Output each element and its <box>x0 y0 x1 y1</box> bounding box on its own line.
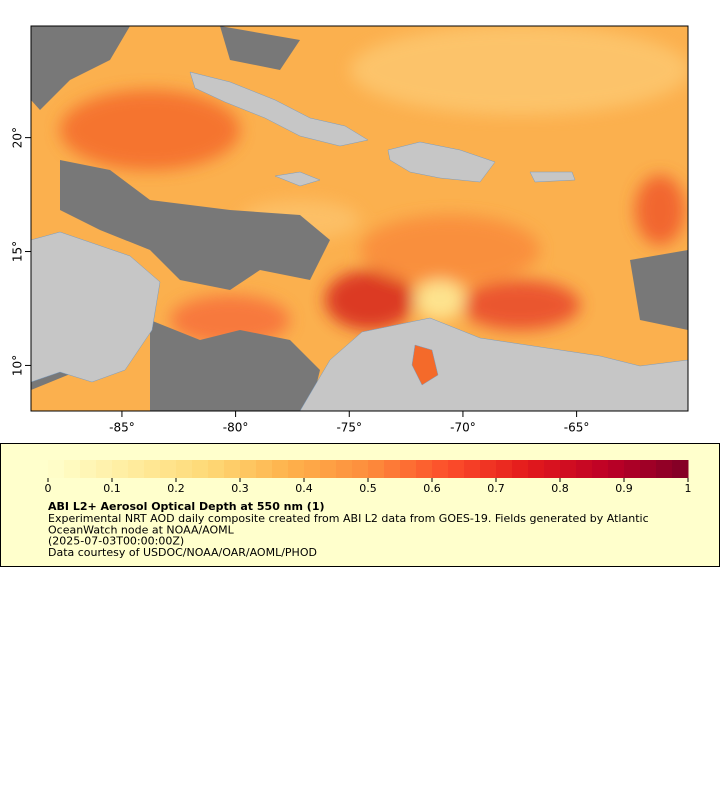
colorbar-swatch <box>80 460 97 478</box>
colorbar-tick-label: 0.9 <box>615 482 633 495</box>
colorbar-swatch <box>544 460 561 478</box>
colorbar-swatch <box>352 460 369 478</box>
colorbar-swatch <box>224 460 241 478</box>
colorbar-swatch <box>464 460 481 478</box>
colorbar-tick-label: 0.7 <box>487 482 505 495</box>
colorbar-swatch <box>128 460 145 478</box>
colorbar-swatch <box>496 460 513 478</box>
map-frame <box>30 25 689 412</box>
colorbar-swatch <box>320 460 337 478</box>
colorbar-swatch <box>240 460 257 478</box>
colorbar-swatch <box>112 460 129 478</box>
y-tick-label: 15° <box>11 241 25 262</box>
colorbar-swatch <box>608 460 625 478</box>
x-tick-label: -65° <box>564 421 590 435</box>
colorbar-swatch <box>336 460 353 478</box>
colorbar-swatch <box>448 460 465 478</box>
colorbar-swatch <box>48 460 65 478</box>
colorbar-tick-label: 0 <box>45 482 52 495</box>
description: Experimental NRT AOD daily composite cre… <box>48 512 649 559</box>
colorbar-swatch <box>528 460 545 478</box>
description-line: OceanWatch node at NOAA/AOML <box>48 523 235 536</box>
x-tick-label: -70° <box>450 421 476 435</box>
colorbar-tick-label: 0.2 <box>167 482 185 495</box>
colorbar-swatch <box>272 460 289 478</box>
colorbar-swatch <box>368 460 385 478</box>
colorbar-swatch <box>256 460 273 478</box>
colorbar-swatch <box>160 460 177 478</box>
colorbar-swatch <box>432 460 449 478</box>
colorbar-swatch <box>480 460 497 478</box>
colorbar-swatch <box>512 460 529 478</box>
description-line: (2025-07-03T00:00:00Z) <box>48 535 184 548</box>
x-tick-label: -80° <box>223 421 249 435</box>
colorbar-swatch <box>672 460 689 478</box>
colorbar: 0 0.1 0.2 0.3 0.4 0.5 0.6 0.7 0.8 0.9 1 <box>45 460 692 495</box>
colorbar-swatch <box>192 460 209 478</box>
description-line: Experimental NRT AOD daily composite cre… <box>48 512 649 525</box>
colorbar-swatch <box>624 460 641 478</box>
axes: -85° -80° -75° -70° -65° 10° 15° 20° <box>11 127 590 435</box>
colorbar-swatch <box>656 460 673 478</box>
colorbar-swatch <box>96 460 113 478</box>
colorbar-swatch <box>304 460 321 478</box>
colorbar-tick-label: 0.3 <box>231 482 249 495</box>
description-line: Data courtesy of USDOC/NOAA/OAR/AOML/PHO… <box>48 546 317 559</box>
colorbar-swatch <box>176 460 193 478</box>
colorbar-swatch <box>592 460 609 478</box>
colorbar-swatch <box>400 460 417 478</box>
colorbar-tick-label: 0.5 <box>359 482 377 495</box>
map-image <box>31 26 688 411</box>
colorbar-tick-label: 1 <box>685 482 692 495</box>
colorbar-tick-label: 0.8 <box>551 482 569 495</box>
y-tick-label: 20° <box>11 127 25 148</box>
colorbar-swatch <box>560 460 577 478</box>
colorbar-swatch <box>576 460 593 478</box>
colorbar-swatch <box>288 460 305 478</box>
colorbar-tick-label: 0.4 <box>295 482 313 495</box>
colorbar-tick-label: 0.1 <box>103 482 121 495</box>
colorbar-swatch <box>208 460 225 478</box>
colorbar-tick-label: 0.6 <box>423 482 441 495</box>
colorbar-title: ABI L2+ Aerosol Optical Depth at 550 nm … <box>48 500 325 513</box>
colorbar-swatch <box>144 460 161 478</box>
x-tick-label: -85° <box>109 421 135 435</box>
y-tick-label: 10° <box>11 355 25 376</box>
colorbar-swatch <box>64 460 81 478</box>
colorbar-swatch <box>384 460 401 478</box>
x-tick-label: -75° <box>336 421 362 435</box>
colorbar-swatch <box>416 460 433 478</box>
colorbar-swatch <box>640 460 657 478</box>
